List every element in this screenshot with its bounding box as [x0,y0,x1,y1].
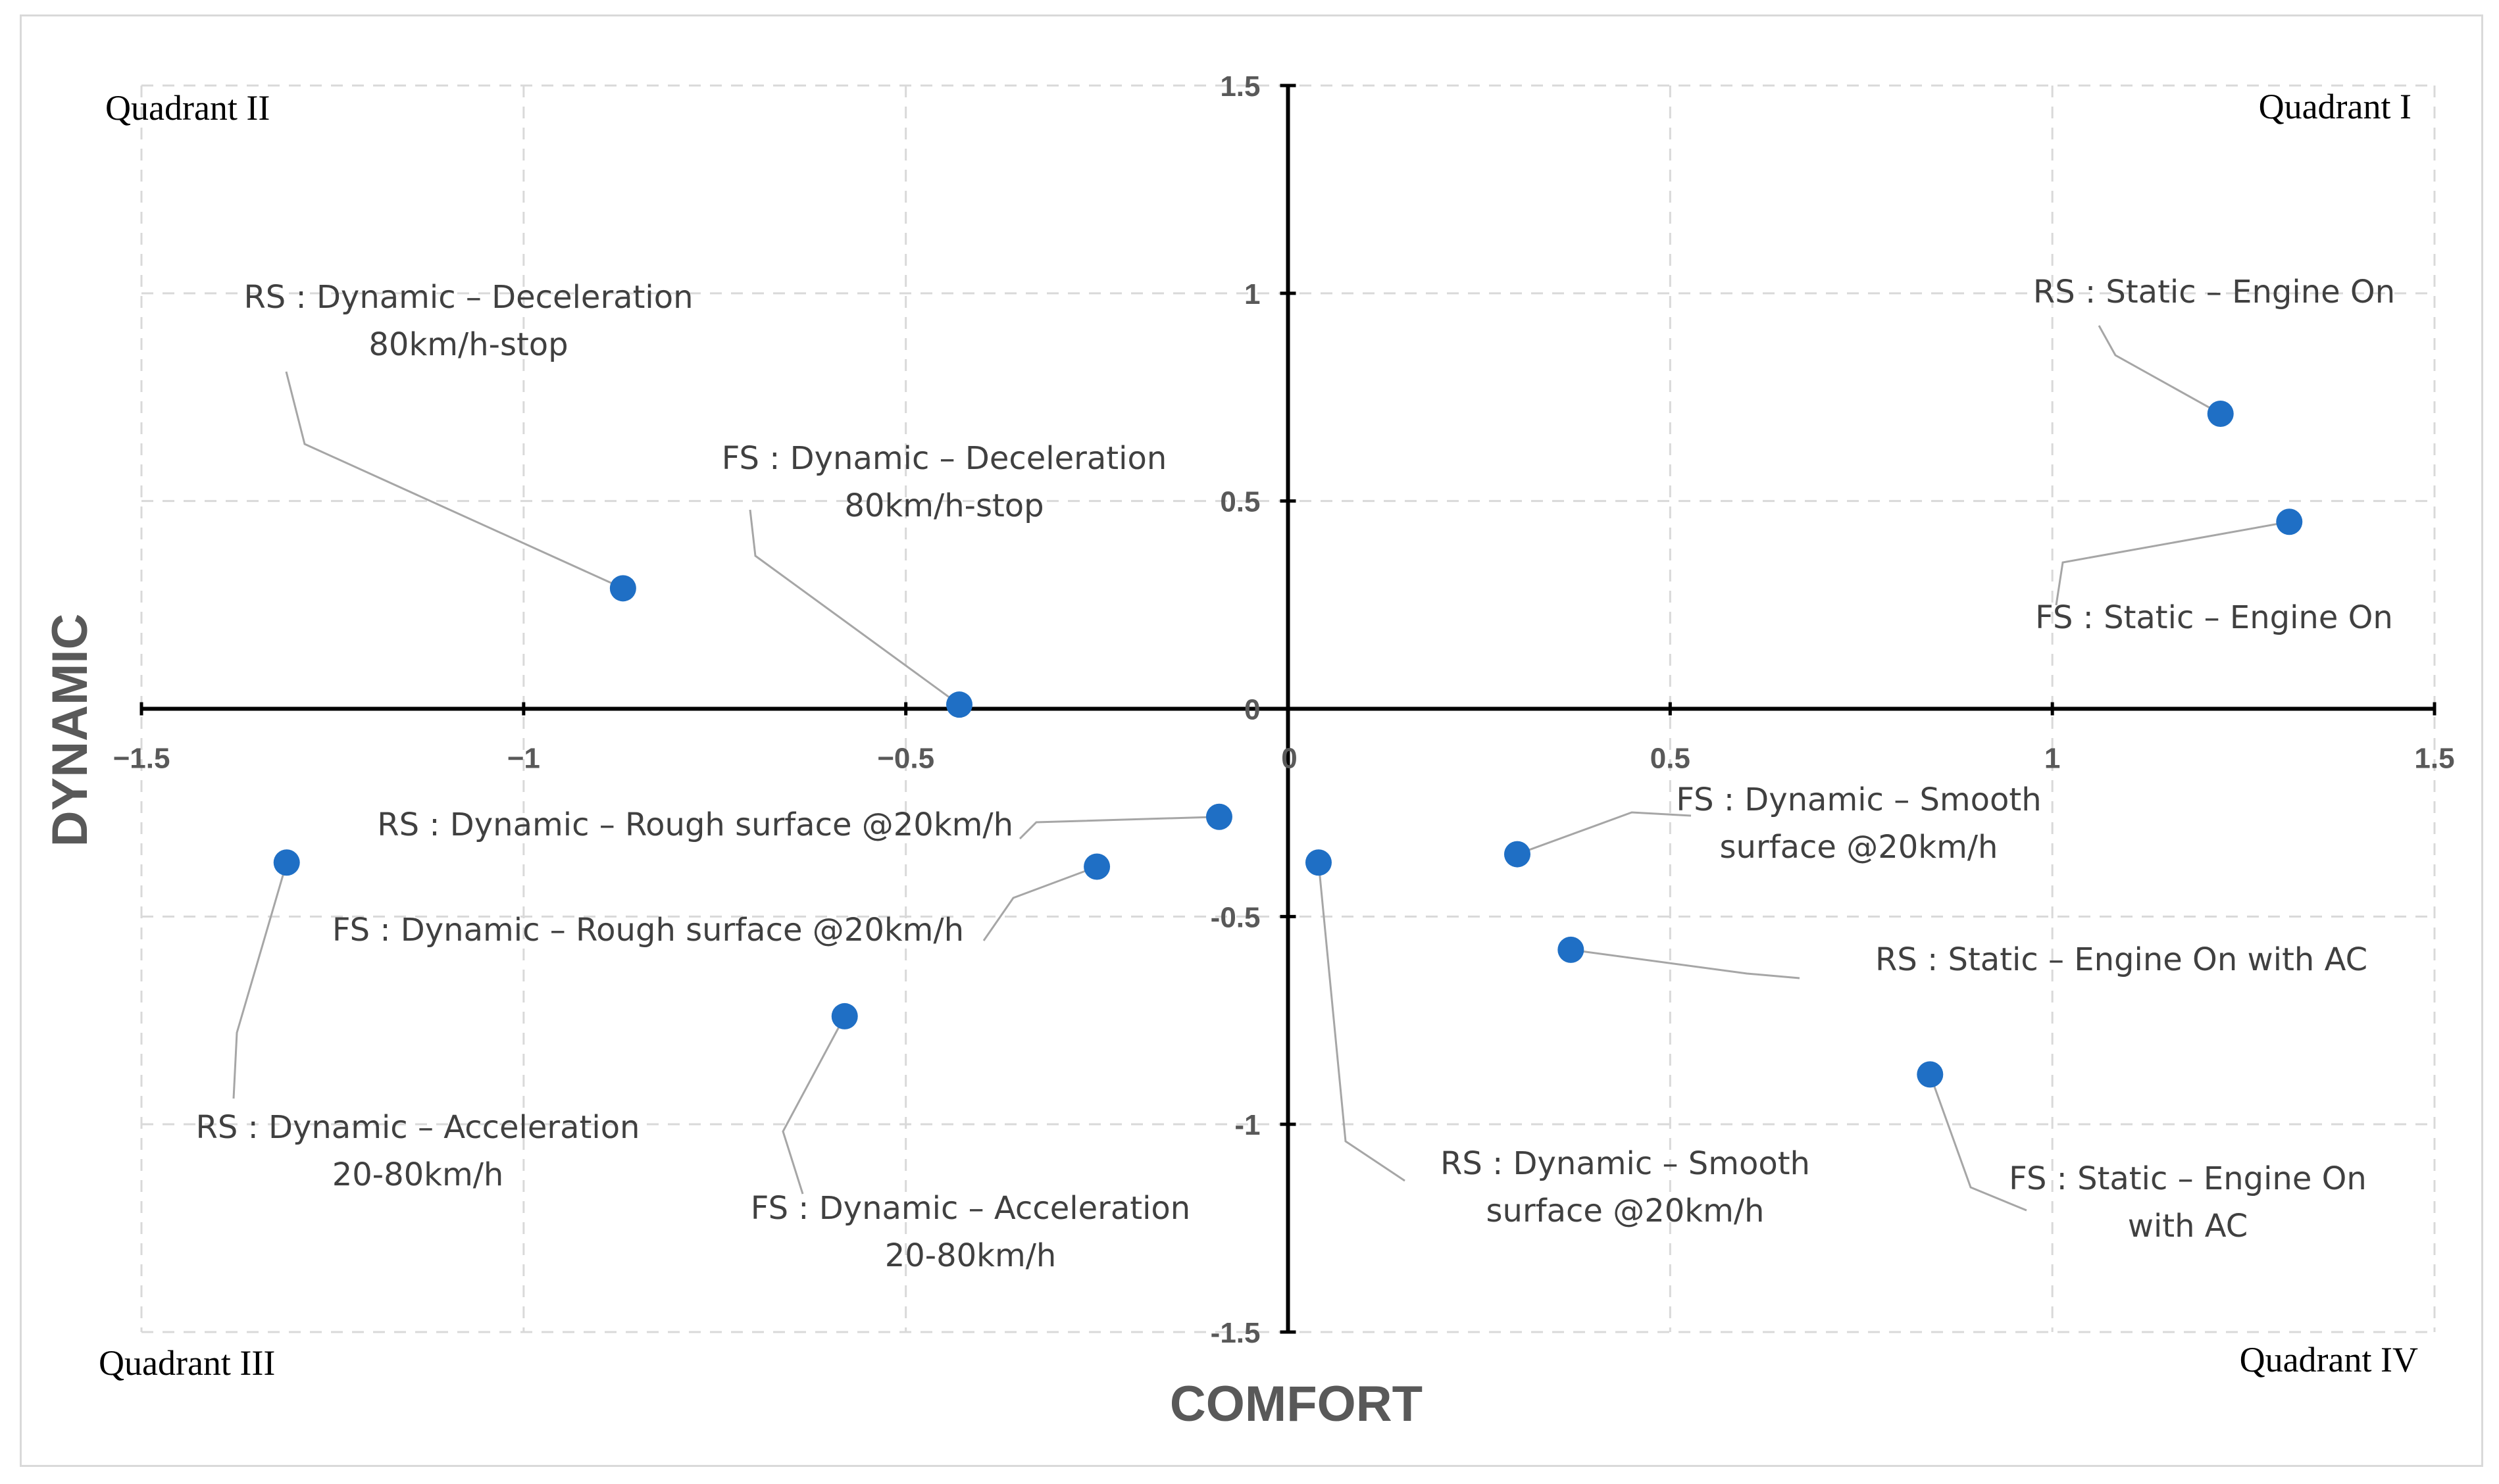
point-label: RS : Dynamic – Rough surface @20km/h [377,806,1013,843]
y-tick-label: -0.5 [1211,901,1261,933]
data-point [946,691,972,718]
point-label: RS : Dynamic – Deceleration 80km/h-stop [243,279,693,363]
leader-line [2055,520,2290,606]
data-point [1557,936,1584,963]
point-label: FS : Dynamic – Rough surface @20km/h [332,912,964,949]
y-tick-label: -1 [1234,1109,1260,1141]
data-point [1084,853,1111,880]
point-label-line: FS : Static – Engine On [2009,1160,2367,1197]
point-label-line: RS : Static – Engine On with AC [1875,941,2367,978]
data-point [831,1002,858,1029]
leader-line [782,1016,846,1195]
quadrant-i-label: Quadrant I [2259,87,2411,126]
point-label: FS : Dynamic – Smooth surface @20km/h [1676,781,2041,866]
x-tick-label: 1 [2044,743,2060,775]
point-label-line: FS : Dynamic – Acceleration [751,1190,1190,1227]
point-label-line: FS : Dynamic – Deceleration [722,440,1167,477]
leader-line [1517,811,1692,855]
y-tick-label: 1.5 [1220,70,1260,103]
point-label-line: surface @20km/h [1720,829,1998,866]
point-label: RS : Dynamic – Acceleration 20-80km/h [196,1109,640,1193]
point-label: FS : Static – Engine On with AC [2009,1160,2367,1245]
point-label-line: 20-80km/h [885,1237,1057,1274]
leader-line [285,371,624,589]
leader-lines [232,325,2290,1212]
leader-line [749,509,960,706]
point-label-line: with AC [2128,1208,2248,1245]
point-label: RS : Dynamic – Smooth surface @20km/h [1440,1145,1810,1229]
point-label-line: surface @20km/h [1486,1193,1765,1229]
data-point [273,849,300,876]
x-tick-label: 1.5 [2414,743,2454,775]
leader-line [232,862,288,1099]
x-tick-label: −1 [507,743,540,775]
data-point [1504,841,1530,868]
x-tick-label: −1.5 [113,743,170,775]
quadrant-iii-label: Quadrant III [99,1343,275,1383]
point-label-line: RS : Dynamic – Deceleration [243,279,693,316]
leader-line [1317,862,1405,1182]
tick-labels: −1.5 −1 −0.5 0 0.5 1 1.5 1.5 1 0.5 0 -0.5 -1 -1.5 [113,70,2455,1349]
quadrant-iv-label: Quadrant IV [2240,1340,2418,1379]
data-point [2276,508,2303,535]
x-axis-title: COMFORT [1170,1376,1423,1432]
point-label: FS : Static – Engine On [2035,599,2393,636]
point-label: FS : Dynamic – Deceleration 80km/h-stop [722,440,1167,524]
axes [139,84,2436,1334]
x-tick-label: −0.5 [877,743,934,775]
point-label: FS : Dynamic – Acceleration 20-80km/h [751,1190,1190,1274]
point-label-line: RS : Dynamic – Smooth [1440,1145,1810,1182]
leader-line [2098,325,2221,415]
data-point [1305,849,1332,876]
data-points [273,401,2303,1088]
point-labels: RS : Static – Engine On FS : Static – Eng… [196,274,2396,1274]
leader-line [1571,949,1800,979]
x-tick-label: 0 [1281,743,1297,775]
point-label-line: FS : Dynamic – Rough surface @20km/h [332,912,964,949]
point-label-line: RS : Dynamic – Acceleration [196,1109,640,1146]
leader-line [1019,816,1219,840]
y-tick-label: 0 [1244,694,1260,726]
leader-line [982,866,1098,941]
y-axis-title: DYNAMIC [42,614,98,847]
point-label-line: 80km/h-stop [368,326,568,363]
y-tick-label: -1.5 [1211,1317,1261,1349]
quadrant-ii-label: Quadrant II [105,88,270,128]
point-label: RS : Static – Engine On with AC [1875,941,2367,978]
y-tick-label: 1 [1244,278,1260,310]
chart-frame [20,14,2483,1467]
point-label-line: RS : Static – Engine On [2033,274,2395,310]
point-label-line: FS : Static – Engine On [2035,599,2393,636]
point-label-line: 80km/h-stop [844,487,1044,524]
point-label-line: RS : Dynamic – Rough surface @20km/h [377,806,1013,843]
data-point [1917,1061,1944,1088]
data-point [2207,401,2234,428]
leader-line [1929,1074,2027,1212]
y-tick-label: 0.5 [1220,486,1260,518]
x-tick-label: 0.5 [1650,743,1690,775]
point-label-line: FS : Dynamic – Smooth [1676,781,2041,818]
data-point [609,575,636,602]
data-point [1205,803,1232,830]
point-label-line: 20-80km/h [332,1156,504,1193]
point-label: RS : Static – Engine On [2033,274,2395,310]
